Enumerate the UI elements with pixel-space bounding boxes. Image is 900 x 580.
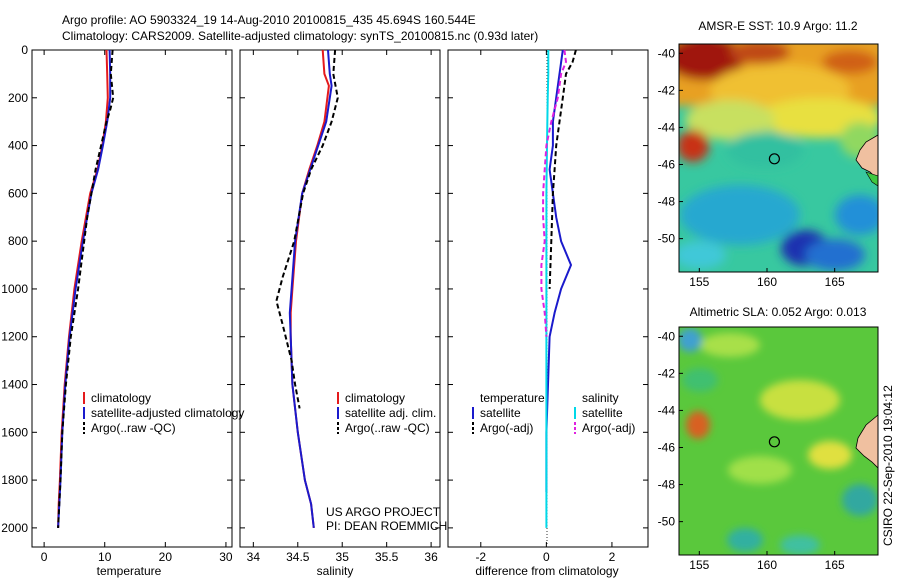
sst-axes-box xyxy=(678,43,879,273)
temperature-series-argo-raw-qc xyxy=(57,49,115,528)
sst-map-ytick-label: -46 xyxy=(658,157,676,171)
sst-map-title: AMSR-E SST: 10.9 Argo: 11.2 xyxy=(698,19,858,33)
sst-map-ytick-label: -42 xyxy=(658,83,676,97)
sla-axes-box xyxy=(678,326,879,556)
temperature-legend-argo: Argo(..raw -QC) xyxy=(91,421,176,435)
sla-heatmap xyxy=(679,327,878,555)
temperature-ytick-label: 800 xyxy=(8,234,28,248)
difference-xtick-label: -2 xyxy=(475,550,486,564)
temperature-ytick-label: 200 xyxy=(8,91,28,105)
difference-legend-sal-argo: Argo(-adj) xyxy=(582,421,635,435)
temperature-legend-satellite: satellite-adjusted climatology xyxy=(91,406,244,420)
difference-series-temperature-satellite xyxy=(545,49,572,492)
salinity-axes-box xyxy=(239,49,441,548)
salinity-xtick-label: 36 xyxy=(424,550,438,564)
difference-legend-salinity-header: salinity xyxy=(582,391,619,405)
salinity-xtick-label: 35 xyxy=(336,550,350,564)
temperature-ytick-label: 2000 xyxy=(1,521,28,535)
sst-map-ytick-label: -48 xyxy=(658,195,676,209)
temperature-xtick-label: 20 xyxy=(159,550,173,564)
salinity-legend: climatology satellite adj. clim. Argo(..… xyxy=(337,391,436,435)
sla-map-xtick-label: 160 xyxy=(757,558,777,572)
sla-map-ytick-label: -44 xyxy=(658,403,676,417)
difference-xtick-label: 2 xyxy=(609,550,616,564)
temperature-ytick-label: 1600 xyxy=(1,425,28,439)
salinity-series-argo-raw-qc xyxy=(275,49,339,409)
salinity-legend-satellite: satellite adj. clim. xyxy=(345,406,436,420)
sla-map-ytick-label: -48 xyxy=(658,478,676,492)
salinity-profile-panel: 34 34.5 35 35.5 36 climatology satellite adj… xyxy=(239,49,447,578)
temperature-series-satellite-adjusted-climatology xyxy=(57,49,112,528)
salinity-legend-argo: Argo(..raw -QC) xyxy=(345,421,430,435)
temperature-axes-box xyxy=(31,49,233,548)
sst-argo-location-marker xyxy=(768,153,781,165)
sla-map-xtick-label: 155 xyxy=(689,558,709,572)
salinity-xtick-label: 34 xyxy=(247,550,261,564)
temperature-series-climatology xyxy=(57,49,109,528)
temperature-ytick-label: 600 xyxy=(8,186,28,200)
difference-legend-temp-argo: Argo(-adj) xyxy=(480,421,533,435)
temperature-ytick-label: 1400 xyxy=(1,378,28,392)
difference-legend-sal-satellite: satellite xyxy=(582,406,623,420)
temperature-xtick-label: 30 xyxy=(219,550,233,564)
sst-map-panel: AMSR-E SST: 10.9 Argo: 11.2 xyxy=(658,19,879,289)
sst-map-xtick-label: 155 xyxy=(689,275,709,289)
difference-legend: temperature satellite Argo(-adj) salinit… xyxy=(472,391,635,435)
temperature-xtick-label: 0 xyxy=(41,550,48,564)
sst-map-xtick-label: 160 xyxy=(757,275,777,289)
sst-map-ytick-label: -50 xyxy=(658,232,676,246)
salinity-series-satellite-adj-clim xyxy=(288,49,333,529)
sla-map-ytick-label: -40 xyxy=(658,329,676,343)
temperature-ytick-label: 0 xyxy=(21,43,28,57)
sla-map-panel: Altimetric SLA: 0.052 Argo: 0.013 155 160… xyxy=(658,305,879,572)
sst-map-xtick-label: 165 xyxy=(825,275,845,289)
difference-xtick-label: 0 xyxy=(543,550,550,564)
sla-map-title: Altimetric SLA: 0.052 Argo: 0.013 xyxy=(690,305,867,319)
temperature-legend: climatology satellite-adjusted climatolo… xyxy=(83,391,244,435)
sla-argo-location-marker xyxy=(768,436,781,448)
difference-series-salinity-argo-adj xyxy=(540,49,567,337)
difference-legend-temp-satellite: satellite xyxy=(480,406,521,420)
sst-heatmap xyxy=(679,44,878,272)
salinity-legend-climatology: climatology xyxy=(345,391,405,405)
sla-map-ytick-label: -46 xyxy=(658,440,676,454)
sla-map-ytick-label: -42 xyxy=(658,366,676,380)
sla-map-ytick-label: -50 xyxy=(658,515,676,529)
difference-series-temperature-argo-adj xyxy=(548,49,577,289)
temperature-ytick-label: 1000 xyxy=(1,282,28,296)
temperature-xtick-label: 10 xyxy=(98,550,112,564)
difference-legend-temperature-header: temperature xyxy=(480,391,545,405)
temperature-ytick-label: 400 xyxy=(8,139,28,153)
salinity-xlabel: salinity xyxy=(317,564,354,578)
sst-map-ytick-label: -44 xyxy=(658,120,676,134)
pi-label: PI: DEAN ROEMMICH xyxy=(326,519,447,533)
sla-map-xtick-label: 165 xyxy=(825,558,845,572)
project-label: US ARGO PROJECT xyxy=(326,505,441,519)
difference-profile-panel: -2 0 2 temperature satellite Argo(-adj) sa… xyxy=(447,49,649,578)
figure-title-line1: Argo profile: AO 5903324_19 14-Aug-2010 … xyxy=(62,13,476,27)
temperature-ytick-label: 1200 xyxy=(1,330,28,344)
sst-map-ytick-label: -40 xyxy=(658,46,676,60)
temperature-xlabel: temperature xyxy=(97,564,162,578)
difference-xlabel: difference from climatology xyxy=(475,564,618,578)
temperature-legend-climatology: climatology xyxy=(91,391,151,405)
temperature-profile-panel: 0 10 20 30 0 200 400 600 800 1000 1200 1400 1600 1800… xyxy=(1,43,244,578)
difference-series-salinity-satellite xyxy=(545,50,550,528)
figure-title-line2: Climatology: CARS2009. Satellite-adjuste… xyxy=(62,29,538,43)
temperature-ytick-label: 1800 xyxy=(1,473,28,487)
salinity-xtick-label: 35.5 xyxy=(375,550,399,564)
salinity-series-climatology xyxy=(289,49,330,529)
salinity-xtick-label: 34.5 xyxy=(286,550,310,564)
csiro-timestamp: CSIRO 22-Sep-2010 19:04:12 xyxy=(881,385,895,546)
